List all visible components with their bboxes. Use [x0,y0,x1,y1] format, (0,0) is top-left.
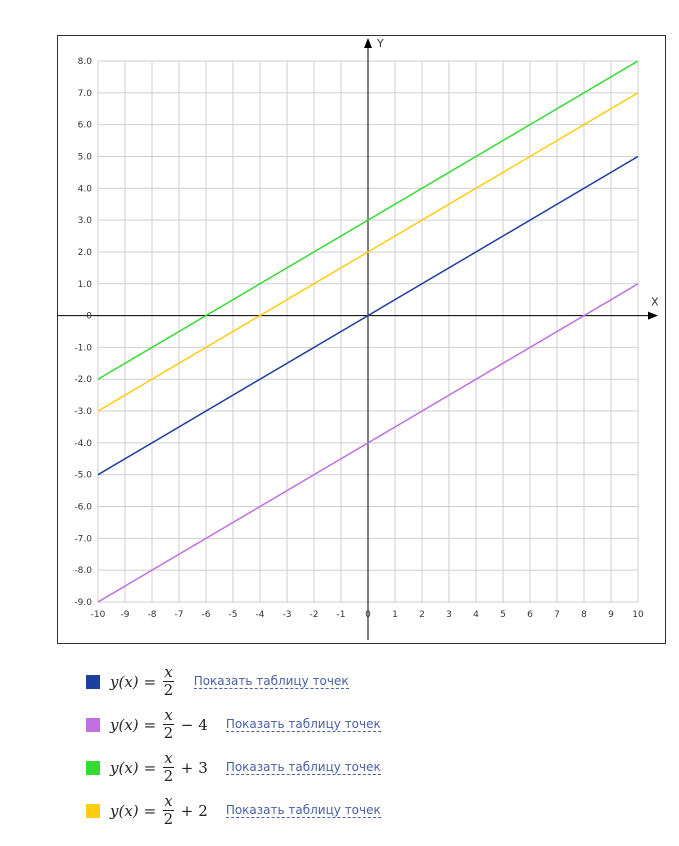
x-tick-label: 6 [527,610,533,620]
x-tick-label: -9 [121,610,130,620]
legend-swatch [86,803,100,818]
x-tick-label: 8 [581,610,587,620]
formula-equals: = [143,672,157,691]
legend: y(x) = x 2 Показать таблицу точек y(x) =… [86,660,646,832]
x-tick-label: -4 [256,610,265,620]
fraction-denominator: 2 [163,681,174,699]
y-axis-label: Y [376,37,384,50]
fraction-denominator: 2 [163,767,174,785]
y-tick-label: -7.0 [74,534,92,544]
fraction-numerator: x [163,792,174,811]
fraction-numerator: x [163,663,174,682]
x-tick-label: -8 [148,610,157,620]
formula: y(x) = x 2 + 3 [110,751,208,784]
y-tick-label: 0 [86,312,92,322]
y-tick-label: 2.0 [78,248,93,258]
fraction-denominator: 2 [163,810,174,828]
formula-lhs: y(x) [110,758,139,777]
formula-lhs: y(x) [110,715,139,734]
legend-item: y(x) = x 2 + 3 Показать таблицу точек [86,746,646,789]
formula-lhs: y(x) [110,801,139,820]
formula: y(x) = x 2 − 4 [110,708,208,741]
y-tick-label: -3.0 [74,407,92,417]
x-tick-label: 10 [632,610,644,620]
y-tick-label: -8.0 [74,566,92,576]
x-tick-label: 5 [500,610,506,620]
legend-swatch [86,760,100,775]
fraction-numerator: x [163,706,174,725]
x-tick-label: 3 [446,610,452,620]
x-tick-label: -7 [175,610,184,620]
y-tick-label: -5.0 [74,471,92,481]
x-tick-label: 9 [608,610,614,620]
y-tick-label: -9.0 [74,598,92,608]
x-tick-label: -10 [91,610,106,620]
fraction-denominator: 2 [163,724,174,742]
x-tick-label: 0 [365,610,371,620]
formula: y(x) = x 2 [110,665,176,698]
formula-lhs: y(x) [110,672,139,691]
legend-swatch [86,717,100,732]
legend-item: y(x) = x 2 − 4 Показать таблицу точек [86,703,646,746]
x-tick-label: -3 [283,610,292,620]
formula-fraction: x 2 [163,663,174,699]
formula-fraction: x 2 [163,706,174,742]
formula-equals: = [143,715,157,734]
series-line [97,92,639,412]
formula-equals: = [143,758,157,777]
y-tick-label: 6.0 [78,121,93,131]
y-tick-label: -4.0 [74,439,92,449]
y-tick-label: -6.0 [74,503,92,513]
formula-constant: 4 [198,715,208,734]
show-points-table-link[interactable]: Показать таблицу точек [225,803,381,818]
legend-item: y(x) = x 2 + 2 Показать таблицу точек [86,789,646,832]
show-points-table-link[interactable]: Показать таблицу точек [225,760,381,775]
y-tick-label: 1.0 [78,280,93,290]
y-axis-arrow [364,38,372,48]
x-tick-label: 7 [554,610,560,620]
x-tick-label: -5 [229,610,238,620]
formula-fraction: x 2 [163,749,174,785]
legend-swatch [86,674,100,689]
x-axis-arrow [648,311,658,320]
x-tick-label: -6 [202,610,211,620]
formula-operator: + [180,758,194,777]
formula-operator: + [180,801,194,820]
formula-constant: 3 [198,758,208,777]
show-points-table-link[interactable]: Показать таблицу точек [225,717,381,732]
formula-constant: 2 [198,801,208,820]
show-points-table-link[interactable]: Показать таблицу точек [193,674,349,689]
y-tick-label: 8.0 [78,57,93,67]
y-tick-label: 7.0 [78,89,93,99]
x-tick-label: -2 [310,610,319,620]
formula-equals: = [143,801,157,820]
y-tick-label: 4.0 [78,184,93,194]
chart-frame: X Y -10 -9 -8 -7 -6 -5 -4 -3 -2 -1 0 1 2 3 4 5 6 7 8 9 10 8.0 7.… [57,35,666,644]
x-tick-label: -1 [337,610,346,620]
formula-fraction: x 2 [163,792,174,828]
y-tick-label: 5.0 [78,152,93,162]
formula-operator: − [180,715,194,734]
formula: y(x) = x 2 + 2 [110,794,208,827]
series-line [97,60,639,380]
series-line [97,155,639,476]
x-tick-label: 4 [473,610,479,620]
x-tick-label: 2 [419,610,425,620]
legend-item: y(x) = x 2 Показать таблицу точек [86,660,646,703]
series-line [97,283,639,603]
line-chart: XY-10 -9 -8 -7 -6 -5 -4 -3 -2 -1 0 1 2 3 4 5 6 7 8 9 108.07.… [58,37,659,640]
y-tick-label: -1.0 [74,343,92,353]
fraction-numerator: x [163,749,174,768]
x-tick-label: 1 [392,610,398,620]
x-axis-label: X [651,296,659,309]
y-tick-label: 3.0 [78,216,93,226]
y-tick-label: -2.0 [74,375,92,385]
